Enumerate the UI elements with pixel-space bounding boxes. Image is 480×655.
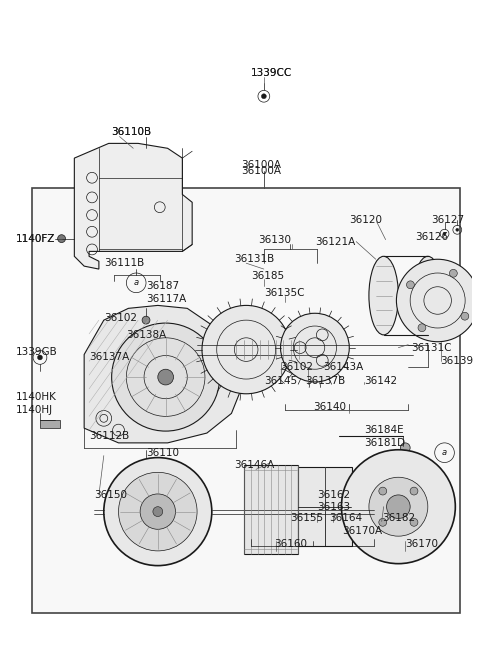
Text: 36135C: 36135C [264,288,304,297]
Text: 36111B: 36111B [104,258,144,268]
Text: 36142: 36142 [364,376,397,386]
Text: 36185: 36185 [251,271,284,281]
Text: 36110B: 36110B [111,126,151,137]
Polygon shape [84,305,241,443]
Text: 36127: 36127 [431,215,464,225]
Circle shape [369,477,428,536]
Text: 36160: 36160 [274,539,307,549]
Text: 36181D: 36181D [364,438,405,448]
Text: 36110: 36110 [146,448,179,458]
Circle shape [449,269,457,277]
Text: 36145: 36145 [264,376,297,386]
Bar [40,421,60,428]
Text: 36100A: 36100A [241,160,281,170]
Circle shape [400,443,410,453]
Text: 36130: 36130 [258,234,291,244]
Circle shape [153,507,163,517]
Text: 36182: 36182 [382,514,415,523]
Circle shape [379,518,387,526]
Circle shape [407,281,414,289]
Circle shape [119,472,197,551]
Text: 36126: 36126 [415,232,448,242]
Text: 36131C: 36131C [411,343,452,352]
Text: 36146A: 36146A [234,460,275,470]
Text: 36187: 36187 [146,281,179,291]
Text: 36120: 36120 [349,215,382,225]
Circle shape [396,259,479,342]
Circle shape [58,234,65,242]
Text: 36102: 36102 [104,313,137,323]
Text: 1140HJ: 1140HJ [15,405,52,415]
Text: 36163: 36163 [317,502,350,512]
Text: 1140FZ: 1140FZ [15,234,55,244]
Text: 36131B: 36131B [234,254,275,264]
Circle shape [456,229,459,231]
Text: 1339GB: 1339GB [15,346,57,356]
Text: 36102: 36102 [280,362,313,372]
Circle shape [379,487,387,495]
Circle shape [37,355,42,360]
Text: 36170A: 36170A [342,526,383,536]
Text: 36112B: 36112B [89,431,129,441]
Text: 36184E: 36184E [364,425,404,435]
Text: 36164: 36164 [330,514,363,523]
Text: 36137A: 36137A [89,352,129,362]
Bar [298,468,352,546]
Text: 36117A: 36117A [146,293,186,303]
Circle shape [410,487,418,495]
Text: 36100A: 36100A [241,166,281,176]
Circle shape [410,518,418,526]
Text: 36143A: 36143A [323,362,363,372]
Text: 1140FZ: 1140FZ [15,234,55,244]
Circle shape [461,312,469,320]
Text: 36140: 36140 [313,402,346,411]
Text: 1339CC: 1339CC [251,67,292,78]
Circle shape [202,305,290,394]
Bar [244,466,298,554]
Ellipse shape [413,256,443,335]
Text: 36162: 36162 [317,490,350,500]
Ellipse shape [369,256,398,335]
Circle shape [341,450,456,564]
Text: 1140HK: 1140HK [15,392,56,402]
Polygon shape [74,143,192,269]
Circle shape [142,316,150,324]
Bar [32,187,460,612]
Text: 36150: 36150 [94,490,127,500]
Text: 36155: 36155 [290,514,324,523]
Circle shape [112,323,220,431]
Circle shape [443,233,446,235]
Text: 36139: 36139 [441,356,474,366]
Text: 36138A: 36138A [126,330,167,340]
Text: 36121A: 36121A [315,236,355,246]
Text: a: a [133,278,139,288]
Circle shape [104,458,212,566]
Circle shape [386,495,410,519]
Circle shape [418,324,426,331]
Circle shape [158,369,173,385]
Circle shape [280,313,349,382]
Text: a: a [442,448,447,457]
Circle shape [140,494,176,529]
Text: 36137B: 36137B [305,376,345,386]
Circle shape [262,94,266,99]
Text: 1339CC: 1339CC [251,67,292,78]
Text: 36110B: 36110B [111,126,151,137]
Text: 36170: 36170 [405,539,438,549]
